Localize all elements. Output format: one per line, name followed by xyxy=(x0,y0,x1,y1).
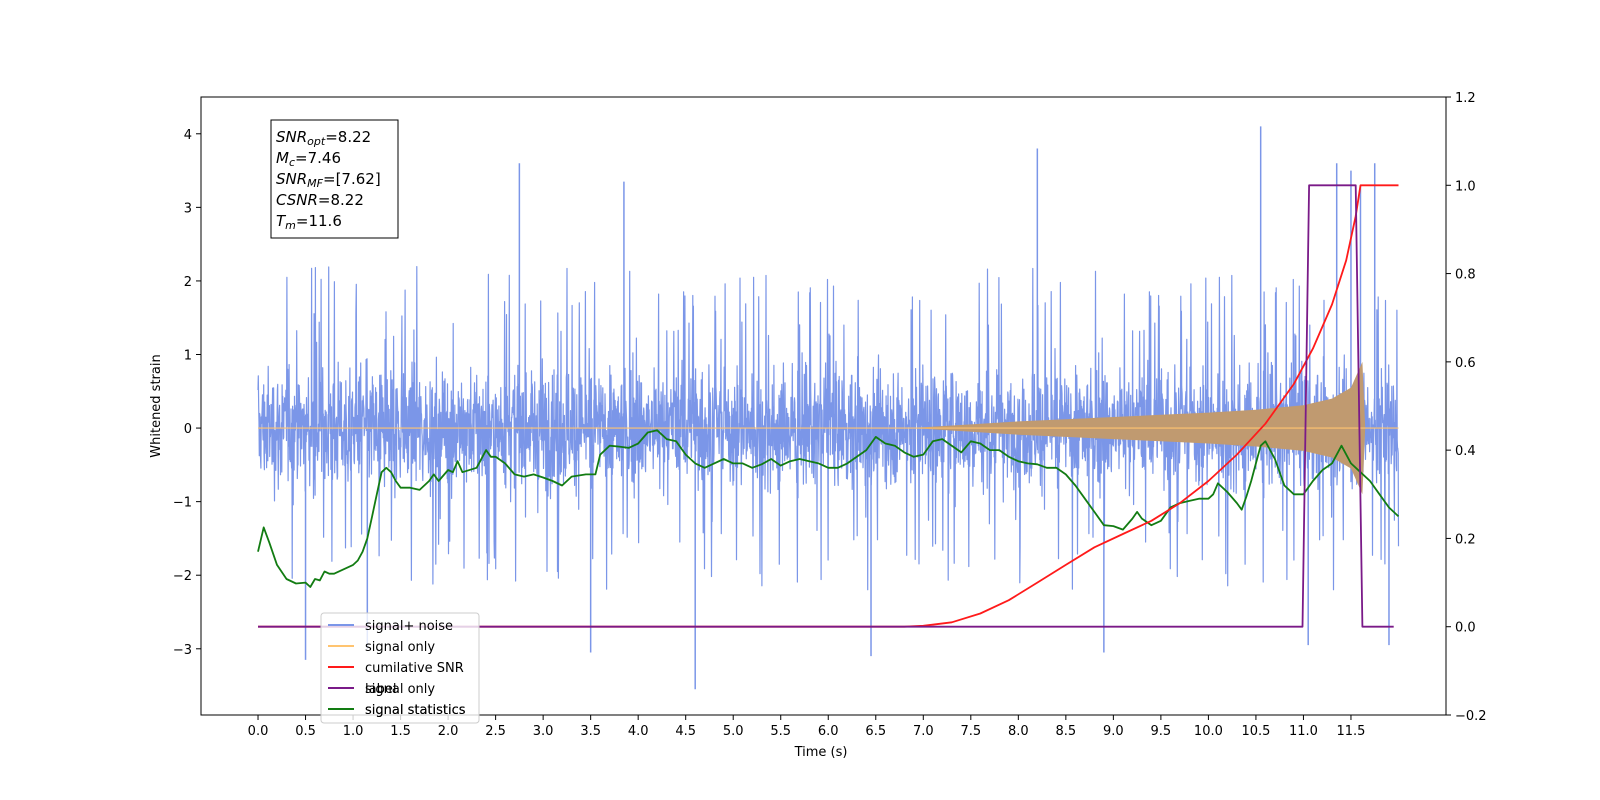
y-left-tick-label: −1 xyxy=(173,496,192,511)
x-axis: 0.0 0.5 1.0 1.5 2.0 2.5 3.0 3.5 4.0 4.5 5.0 5.5 6.0 6… xyxy=(248,715,1365,739)
x-tick-label: 6.5 xyxy=(865,724,886,739)
y-axis-left: −3 −2 −1 0 1 2 3 4 xyxy=(173,128,201,658)
annotation-line: SNRopt=8.22 xyxy=(276,128,371,148)
x-tick-label: 9.0 xyxy=(1103,724,1124,739)
x-tick-label: 7.5 xyxy=(960,724,981,739)
y-right-tick-label: 0.8 xyxy=(1455,268,1476,283)
x-tick-label: 11.0 xyxy=(1289,724,1318,739)
legend-label: label xyxy=(365,682,396,697)
y-right-tick-label: 0.4 xyxy=(1455,444,1476,459)
legend-label: signal+ noise xyxy=(365,619,453,634)
x-tick-label: 7.0 xyxy=(913,724,934,739)
series-layer xyxy=(257,126,1400,690)
legend-hidden-text: signal only xyxy=(365,682,435,697)
x-tick-label: 5.5 xyxy=(770,724,791,739)
y-left-tick-label: 4 xyxy=(184,128,192,143)
legend-label: cumilative SNR xyxy=(365,661,464,676)
x-tick-label: 6.0 xyxy=(818,724,839,739)
x-tick-label: 11.5 xyxy=(1336,724,1365,739)
legend-label: signal only xyxy=(365,640,435,655)
y-axis-label: Whitened strain xyxy=(149,354,164,457)
x-tick-label: 3.0 xyxy=(533,724,554,739)
x-tick-label: 1.5 xyxy=(390,724,411,739)
plot-area-frame xyxy=(200,96,1447,716)
y-left-tick-label: 3 xyxy=(184,201,192,216)
legend: signal only signal statistics signal+ nois… xyxy=(320,612,480,724)
x-tick-label: 8.0 xyxy=(1008,724,1029,739)
x-tick-label: 4.5 xyxy=(675,724,696,739)
legend-hidden-text: signal statistics xyxy=(365,703,466,718)
y-left-tick-label: 2 xyxy=(184,275,192,290)
x-tick-label: 1.0 xyxy=(343,724,364,739)
annotation-line: SNRMF=[7.62] xyxy=(276,170,381,190)
y-axis-right: −0.2 0.0 0.2 0.4 0.6 0.8 1.0 1.2 xyxy=(1446,91,1487,724)
x-tick-label: 2.0 xyxy=(438,724,459,739)
y-right-tick-label: 0.6 xyxy=(1455,356,1476,371)
annotation-line: CSNR=8.22 xyxy=(276,191,364,209)
y-left-tick-label: 0 xyxy=(184,422,192,437)
annotation-line: Tm=11.6 xyxy=(276,212,342,232)
y-left-tick-label: −2 xyxy=(173,569,192,584)
x-tick-label: 2.5 xyxy=(485,724,506,739)
x-tick-label: 0.5 xyxy=(295,724,316,739)
y-right-tick-label: 0.0 xyxy=(1455,621,1476,636)
x-tick-label: 10.5 xyxy=(1241,724,1270,739)
y-left-tick-label: −3 xyxy=(173,643,192,658)
y-right-tick-label: 1.0 xyxy=(1455,179,1476,194)
y-right-tick-label: 0.2 xyxy=(1455,532,1476,547)
annotation-line: Mc=7.46 xyxy=(276,149,341,169)
series-label-line xyxy=(258,184,1394,628)
series-signal-noise-line xyxy=(257,266,1400,591)
y-right-tick-label: −0.2 xyxy=(1455,709,1487,724)
x-axis-label: Time (s) xyxy=(794,745,848,760)
legend-label: signal statistics xyxy=(365,703,466,718)
x-tick-label: 10.0 xyxy=(1194,724,1223,739)
y-left-tick-label: 1 xyxy=(184,349,192,364)
x-tick-label: 3.5 xyxy=(580,724,601,739)
x-tick-label: 4.0 xyxy=(628,724,649,739)
x-tick-label: 9.5 xyxy=(1151,724,1172,739)
y-right-tick-label: 1.2 xyxy=(1455,91,1476,106)
series-cumulative-snr-line xyxy=(258,184,1399,628)
x-tick-label: 0.0 xyxy=(248,724,269,739)
x-tick-label: 5.0 xyxy=(723,724,744,739)
x-tick-label: 8.5 xyxy=(1056,724,1077,739)
series-signal-statistics-line xyxy=(257,429,1400,588)
